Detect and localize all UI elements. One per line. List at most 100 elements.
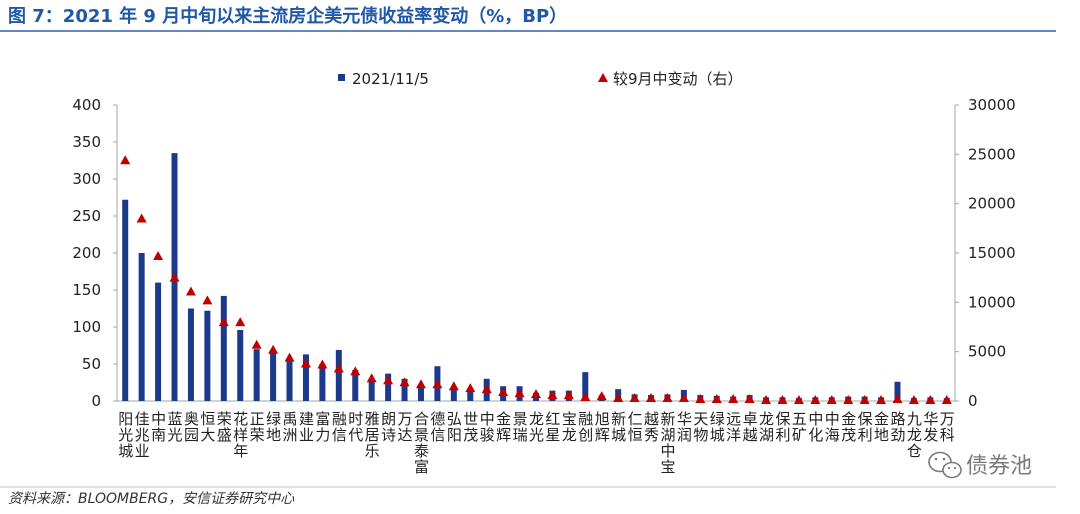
category-label-3: 中南 bbox=[149, 411, 167, 443]
right-axis-tick-label-20000: 20000 bbox=[968, 195, 1016, 213]
category-label-37: 绿城 bbox=[708, 411, 726, 443]
category-label-47: 金地 bbox=[872, 411, 890, 443]
category-label-22: 世茂 bbox=[461, 411, 479, 443]
left-axis-tick-label-100: 100 bbox=[72, 318, 101, 336]
triangle-marker-39 bbox=[744, 394, 755, 404]
triangle-marker-11 bbox=[284, 352, 295, 362]
triangle-marker-44 bbox=[826, 395, 837, 405]
category-label-49: 九龙仓 bbox=[905, 411, 923, 459]
right-axis-tick-label-5000: 5000 bbox=[968, 343, 1006, 361]
category-label-15: 时代 bbox=[346, 411, 364, 443]
triangle-marker-10 bbox=[268, 344, 279, 354]
bar-17 bbox=[385, 373, 392, 401]
bar-3 bbox=[155, 282, 162, 401]
triangle-series bbox=[120, 155, 952, 405]
category-label-5: 奥园 bbox=[182, 411, 200, 443]
category-label-38: 远洋 bbox=[724, 411, 742, 443]
triangle-marker-32 bbox=[629, 393, 640, 403]
bar-12 bbox=[302, 354, 309, 401]
triangle-marker-19 bbox=[415, 379, 426, 389]
category-label-48: 路劲 bbox=[888, 411, 906, 443]
triangle-marker-12 bbox=[300, 358, 311, 368]
triangle-marker-31 bbox=[613, 393, 624, 403]
triangle-marker-8 bbox=[235, 317, 246, 327]
triangle-marker-50 bbox=[925, 395, 936, 405]
category-label-42: 五矿 bbox=[790, 411, 808, 443]
category-label-9: 正荣 bbox=[248, 411, 266, 443]
right-axis-tick-label-25000: 25000 bbox=[968, 145, 1016, 163]
category-labels: 阳光城佳兆业中南蓝光奥园恒大荣盛花样年正荣绿地禹洲建业富力融信时代雅居乐朗诗万达… bbox=[116, 410, 956, 475]
category-label-7: 荣盛 bbox=[215, 411, 233, 443]
triangle-marker-37 bbox=[711, 394, 722, 404]
category-label-44: 中海 bbox=[823, 411, 841, 443]
bar-21 bbox=[450, 387, 457, 401]
triangle-marker-28 bbox=[563, 390, 574, 400]
left-axis-tick-label-300: 300 bbox=[72, 170, 101, 188]
triangle-marker-26 bbox=[531, 389, 541, 399]
left-axis-tick-label-200: 200 bbox=[72, 244, 101, 262]
category-label-36: 天物 bbox=[691, 411, 709, 443]
triangle-marker-18 bbox=[399, 377, 410, 387]
triangle-marker-1 bbox=[120, 155, 131, 165]
source-note: 资料来源：BLOOMBERG，安信证券研究中心 bbox=[8, 491, 295, 507]
legend-label-triangle: 较9月中变动（右） bbox=[613, 70, 743, 88]
category-label-50: 华发 bbox=[921, 411, 939, 443]
triangle-marker-14 bbox=[333, 363, 344, 373]
right-axis-ticks: 0 5000 10000 15000 20000 25000 30000 bbox=[955, 96, 1016, 410]
category-label-32: 仁恒 bbox=[626, 411, 644, 443]
category-label-19: 合景泰富 bbox=[412, 411, 430, 475]
bar-18 bbox=[401, 378, 408, 401]
left-axis-tick-label-400: 400 bbox=[72, 96, 101, 114]
bar-29 bbox=[582, 372, 589, 401]
category-label-8: 花样年 bbox=[231, 411, 249, 459]
triangle-marker-29 bbox=[580, 392, 591, 402]
category-label-24: 金辉 bbox=[494, 411, 512, 443]
bar-48 bbox=[894, 381, 901, 401]
category-label-10: 绿地 bbox=[264, 411, 282, 443]
triangle-marker-5 bbox=[185, 286, 196, 296]
left-axis-ticks: 0 50 100 150 200 250 300 350 400 bbox=[72, 96, 117, 410]
triangle-marker-46 bbox=[859, 395, 870, 405]
left-axis-tick-label-50: 50 bbox=[82, 355, 101, 373]
category-label-27: 红星 bbox=[543, 411, 561, 443]
category-label-31: 新城 bbox=[609, 411, 627, 443]
right-axis-tick-label-15000: 15000 bbox=[968, 244, 1016, 262]
triangle-marker-20 bbox=[432, 379, 443, 389]
category-label-29: 融创 bbox=[576, 411, 594, 443]
category-label-20: 德信 bbox=[428, 410, 446, 443]
right-axis-tick-label-10000: 10000 bbox=[968, 293, 1016, 311]
triangle-marker-21 bbox=[448, 381, 459, 391]
category-label-43: 中化 bbox=[806, 411, 824, 443]
bar-19 bbox=[417, 386, 424, 401]
triangle-marker-34 bbox=[662, 393, 673, 403]
triangle-marker-49 bbox=[908, 395, 919, 405]
category-label-41: 保利 bbox=[773, 411, 791, 443]
category-label-4: 蓝光 bbox=[166, 411, 184, 443]
bar-series bbox=[122, 153, 950, 401]
bar-10 bbox=[270, 352, 277, 401]
triangle-marker-42 bbox=[793, 395, 804, 405]
category-label-12: 建业 bbox=[297, 411, 315, 443]
bar-16 bbox=[368, 380, 375, 401]
triangle-marker-3 bbox=[153, 250, 164, 260]
triangle-marker-48 bbox=[892, 394, 903, 404]
bar-6 bbox=[204, 310, 211, 401]
triangle-marker-51 bbox=[941, 395, 952, 405]
legend-swatch-bar bbox=[338, 74, 345, 81]
triangle-marker-13 bbox=[317, 359, 328, 369]
triangle-marker-43 bbox=[810, 395, 821, 405]
triangle-marker-4 bbox=[169, 272, 180, 282]
bar-5 bbox=[187, 308, 194, 401]
right-axis-tick-label-0: 0 bbox=[968, 392, 978, 410]
category-label-18: 万达 bbox=[396, 411, 414, 443]
bar-9 bbox=[253, 349, 260, 401]
category-label-28: 宝龙 bbox=[560, 411, 578, 443]
bar-22 bbox=[467, 389, 474, 401]
bar-2 bbox=[138, 253, 145, 401]
triangle-marker-30 bbox=[596, 391, 607, 401]
legend-label-bar: 2021/11/5 bbox=[352, 70, 429, 88]
triangle-marker-41 bbox=[777, 395, 788, 405]
triangle-marker-33 bbox=[646, 393, 657, 403]
triangle-marker-22 bbox=[465, 383, 476, 393]
watermark: 债券池 bbox=[928, 451, 1032, 479]
